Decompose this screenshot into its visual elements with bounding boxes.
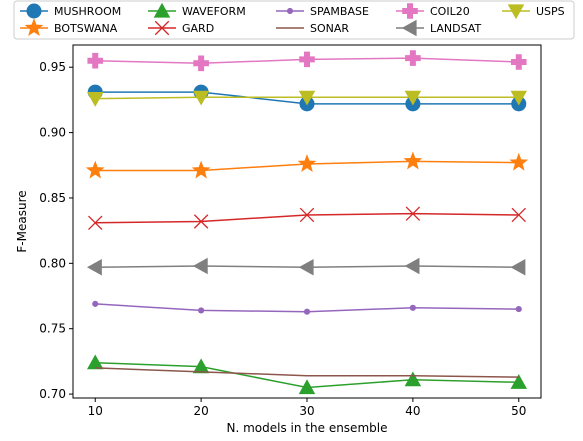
- data-point-botswana-50: [509, 152, 529, 171]
- series-waveform: [86, 354, 528, 395]
- data-point-spambase-40: [409, 304, 416, 311]
- data-point-waveform-30: [298, 379, 316, 395]
- data-point-waveform-40: [404, 371, 422, 387]
- y-tick-label-0-85: 0.85: [39, 191, 66, 205]
- data-point-waveform-50: [510, 374, 528, 389]
- data-point-spambase-20: [198, 307, 205, 314]
- legend-item-mushroom: MUSHROOM: [20, 3, 121, 19]
- data-point-landsat-50: [510, 259, 526, 276]
- y-tick-label-0-90: 0.90: [39, 126, 66, 140]
- y-tick-label-0-70: 0.70: [39, 387, 66, 401]
- series-line-sonar: [95, 367, 519, 378]
- legend-item-sonar: SONAR: [276, 22, 349, 35]
- y-tick-label-0-95: 0.95: [39, 60, 66, 74]
- data-point-botswana-10: [85, 160, 105, 179]
- x-tick-label-30: 30: [299, 404, 314, 418]
- x-tick-label-40: 40: [405, 404, 420, 418]
- data-point-gard-20: [193, 214, 209, 229]
- data-point-botswana-20: [191, 160, 211, 179]
- legend-item-spambase: SPAMBASE: [276, 5, 369, 18]
- y-tick-label-0-80: 0.80: [39, 256, 66, 270]
- data-point-landsat-30: [298, 259, 314, 276]
- y-axis: 0.70 0.75 0.80 0.85 0.90 0.95: [39, 60, 73, 401]
- data-point-coil20-40: [405, 50, 421, 66]
- data-point-coil20-50: [510, 54, 527, 70]
- legend-label-sonar: SONAR: [310, 22, 349, 35]
- legend-item-landsat: LANDSAT: [396, 19, 481, 37]
- legend-label-gard: GARD: [182, 22, 214, 35]
- x-axis: 10 20 30 40 50: [88, 398, 526, 418]
- legend-item-botswana: BOTSWANA: [20, 18, 118, 36]
- data-point-spambase-30: [303, 308, 311, 315]
- legend-item-waveform: WAVEFORM: [148, 2, 246, 18]
- legend-marker-mushroom: [26, 3, 42, 19]
- legend-marker-spambase: [286, 7, 294, 15]
- data-point-usps-40: [404, 90, 422, 106]
- data-point-gard-30: [299, 207, 315, 223]
- legend-label-spambase: SPAMBASE: [310, 5, 369, 18]
- y-tick-label-0-75: 0.75: [39, 322, 66, 336]
- legend-label-botswana: BOTSWANA: [54, 22, 118, 35]
- legend-label-usps: USPS: [536, 5, 565, 18]
- legend-marker-landsat: [401, 19, 417, 37]
- series-usps: [86, 90, 528, 107]
- data-point-landsat-10: [86, 259, 102, 276]
- series-sonar: [95, 367, 519, 378]
- data-point-waveform-10: [86, 354, 104, 370]
- legend-item-coil20: COIL20: [396, 3, 470, 19]
- x-tick-label-50: 50: [511, 404, 526, 418]
- legend-label-mushroom: MUSHROOM: [54, 5, 121, 18]
- x-tick-label-20: 20: [193, 404, 208, 418]
- series-coil20: [87, 50, 527, 72]
- legend-marker-waveform: [153, 2, 171, 18]
- data-point-spambase-50: [515, 306, 522, 313]
- x-axis-label: N. models in the ensemble: [227, 421, 388, 435]
- legend-marker-usps: [507, 4, 525, 20]
- data-point-botswana-30: [297, 154, 317, 172]
- data-point-coil20-20: [193, 55, 209, 72]
- data-point-waveform-20: [192, 358, 210, 374]
- legend-marker-gard: [154, 20, 170, 36]
- data-point-usps-20: [192, 90, 210, 106]
- legend-item-usps: USPS: [502, 4, 565, 20]
- plot-area: [85, 50, 529, 395]
- legend-marker-coil20: [402, 3, 418, 19]
- data-point-spambase-10: [92, 300, 99, 307]
- legend-label-landsat: LANDSAT: [430, 22, 481, 35]
- legend: MUSHROOM BOTSWANA WAVEFORM GARD SPAMBASE SONA…: [13, 0, 575, 40]
- legend-item-gard: GARD: [148, 20, 214, 36]
- data-point-coil20-10: [87, 52, 104, 69]
- data-point-gard-40: [405, 206, 421, 221]
- series-gard: [88, 206, 526, 231]
- data-point-landsat-20: [192, 257, 208, 275]
- data-point-gard-10: [88, 215, 103, 231]
- y-axis-label: F-Measure: [15, 190, 29, 252]
- data-point-usps-50: [510, 90, 528, 106]
- legend-label-coil20: COIL20: [430, 5, 470, 18]
- data-point-usps-30: [298, 90, 316, 106]
- data-point-botswana-40: [403, 151, 423, 170]
- data-point-gard-50: [511, 207, 526, 223]
- data-point-coil20-30: [299, 51, 315, 68]
- series-botswana: [85, 151, 529, 179]
- data-point-usps-10: [86, 92, 104, 107]
- data-point-landsat-40: [404, 257, 420, 275]
- legend-label-waveform: WAVEFORM: [182, 5, 246, 18]
- x-tick-label-10: 10: [88, 404, 103, 418]
- legend-marker-botswana: [24, 18, 44, 36]
- series-spambase: [92, 300, 522, 315]
- series-landsat: [86, 257, 526, 276]
